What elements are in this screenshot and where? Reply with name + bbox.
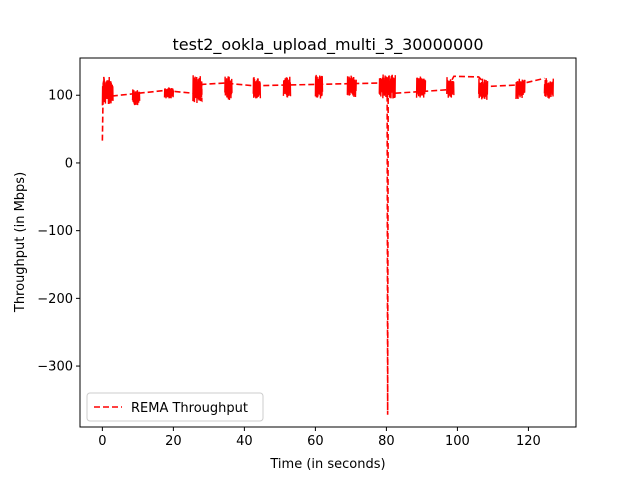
series-line-segment bbox=[395, 75, 545, 95]
series-burst bbox=[192, 75, 203, 103]
series-burst bbox=[163, 87, 175, 99]
plot-frame bbox=[79, 57, 577, 428]
x-axis-label: Time (in seconds) bbox=[269, 457, 385, 472]
series-burst bbox=[543, 78, 554, 99]
y-axis-label: Throughput (in Mbps) bbox=[13, 172, 28, 313]
legend-box bbox=[86, 392, 264, 422]
y-tick-label: −200 bbox=[37, 292, 73, 307]
x-tick-label: 80 bbox=[378, 434, 395, 449]
y-tick-label: −300 bbox=[37, 360, 73, 375]
series-burst bbox=[282, 76, 292, 98]
series-burst bbox=[314, 74, 324, 99]
chart-title: test2_ookla_upload_multi_3_30000000 bbox=[173, 35, 484, 55]
x-tick-label: 0 bbox=[98, 434, 106, 449]
y-tick-label: 100 bbox=[48, 89, 73, 104]
x-tick-label: 100 bbox=[445, 434, 470, 449]
series-burst bbox=[101, 76, 114, 106]
series-burst bbox=[378, 74, 396, 99]
x-tick-label: 60 bbox=[307, 434, 324, 449]
y-tick-label: 0 bbox=[65, 156, 73, 171]
series-burst bbox=[252, 77, 262, 99]
series-burst bbox=[446, 77, 455, 98]
x-tick-label: 20 bbox=[165, 434, 182, 449]
series-line-segment bbox=[386, 77, 389, 415]
series-burst bbox=[478, 78, 489, 100]
plot-area bbox=[80, 58, 576, 427]
x-tick-label: 120 bbox=[516, 434, 541, 449]
series-burst bbox=[131, 89, 141, 106]
series-burst bbox=[415, 76, 427, 98]
series-burst bbox=[224, 76, 233, 101]
legend: REMA Throughput bbox=[86, 392, 264, 422]
series-burst bbox=[515, 78, 526, 100]
series-burst bbox=[346, 75, 357, 98]
legend-label: REMA Throughput bbox=[131, 401, 248, 416]
y-tick-label: −100 bbox=[37, 224, 73, 239]
x-tick-label: 40 bbox=[236, 434, 253, 449]
